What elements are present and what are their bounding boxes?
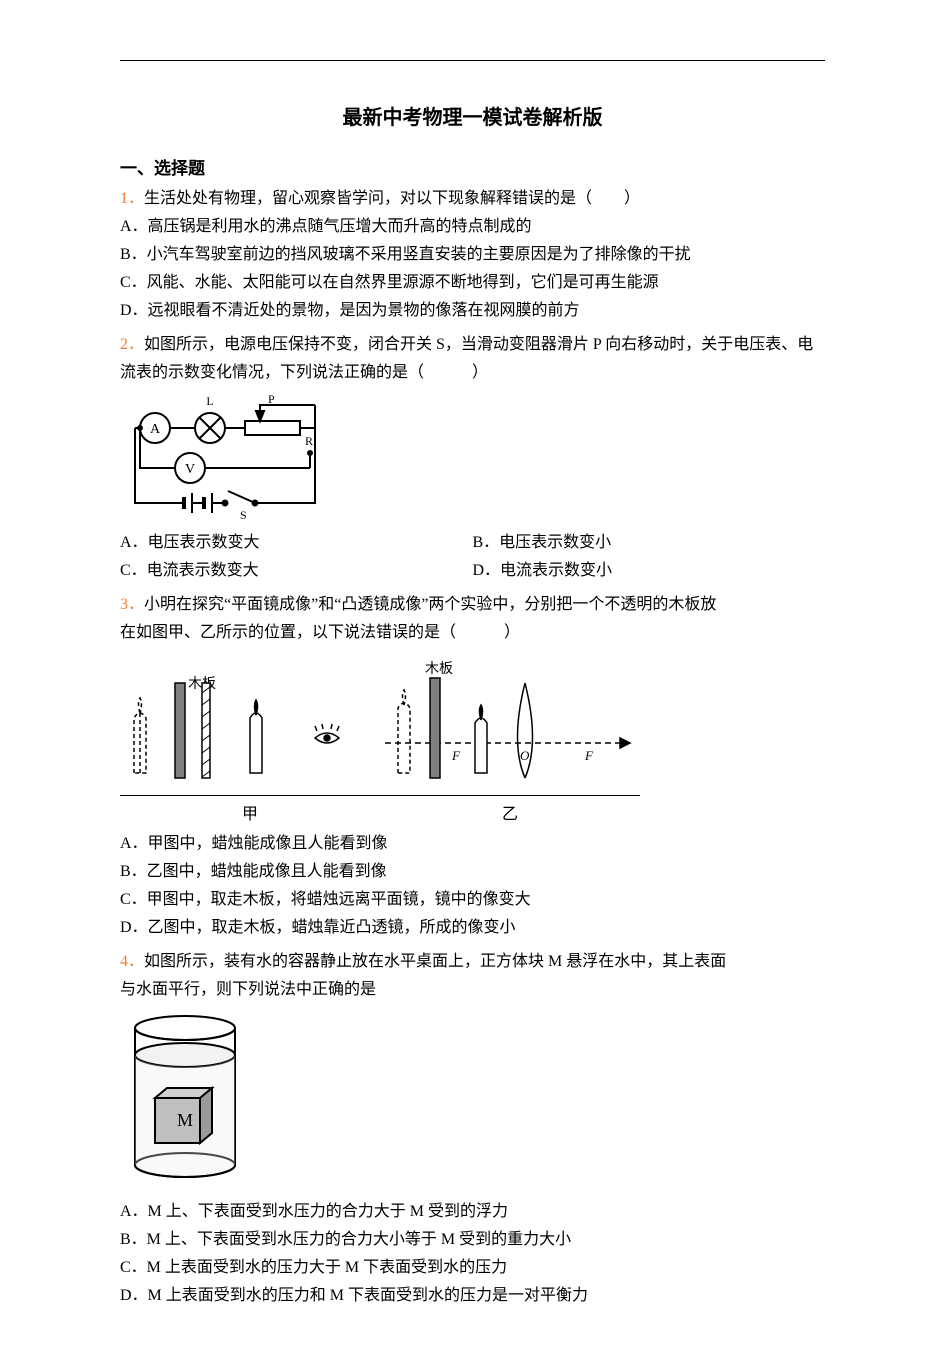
q2-opt-b: B．电压表示数变小 <box>473 529 826 557</box>
svg-text:M: M <box>177 1110 193 1130</box>
q2-stem: 2．如图所示，电源电压保持不变，闭合开关 S，当滑动变阻器滑片 P 向右移动时，… <box>120 331 825 387</box>
svg-text:F: F <box>451 748 461 763</box>
q4-beaker-figure: M <box>120 1010 825 1190</box>
q4-opt-c: C．M 上表面受到水的压力大于 M 下表面受到水的压力 <box>120 1254 825 1282</box>
page: 最新中考物理一模试卷解析版 一、选择题 1．生活处处有物理，留心观察皆学问，对以… <box>0 0 945 1356</box>
svg-text:F: F <box>584 748 594 763</box>
q1-opt-c: C．风能、水能、太阳能可以在自然界里源源不断地得到，它们是可再生能源 <box>120 269 825 297</box>
q3-caption-right: 乙 <box>380 800 640 824</box>
optics-diagram-icon: 木板 <box>120 653 640 793</box>
q3-optics-figure: 木板 <box>120 653 825 824</box>
beaker-icon: M <box>120 1010 250 1185</box>
question-4: 4．如图所示，装有水的容器静止放在水平桌面上，正方体块 M 悬浮在水中，其上表面… <box>120 948 825 1310</box>
q4-opt-a: A．M 上、下表面受到水压力的合力大于 M 受到的浮力 <box>120 1198 825 1226</box>
q3-opt-d: D．乙图中，取走木板，蜡烛靠近凸透镜，所成的像变小 <box>120 914 825 942</box>
q1-stem-text: 生活处处有物理，留心观察皆学问，对以下现象解释错误的是（ ） <box>144 190 640 207</box>
q2-stem-text: 如图所示，电源电压保持不变，闭合开关 S，当滑动变阻器滑片 P 向右移动时，关于… <box>120 336 813 381</box>
q3-stem-line1: 3．小明在探究“平面镜成像”和“凸透镜成像”两个实验中，分别把一个不透明的木板放 <box>120 591 825 619</box>
q4-stem-line2: 与水面平行，则下列说法中正确的是 <box>120 976 825 1004</box>
q3-number: 3． <box>120 596 144 613</box>
q4-stem-line1: 4．如图所示，装有水的容器静止放在水平桌面上，正方体块 M 悬浮在水中，其上表面 <box>120 948 825 976</box>
q4-opt-b: B．M 上、下表面受到水压力的合力大小等于 M 受到的重力大小 <box>120 1226 825 1254</box>
q3-caption-left: 甲 <box>120 800 380 824</box>
svg-text:S: S <box>240 508 247 522</box>
q2-opt-a: A．电压表示数变大 <box>120 529 473 557</box>
q1-opt-a: A．高压锅是利用水的沸点随气压增大而升高的特点制成的 <box>120 213 825 241</box>
q1-opt-d: D．远视眼看不清近处的景物，是因为景物的像落在视网膜的前方 <box>120 297 825 325</box>
question-1: 1．生活处处有物理，留心观察皆学问，对以下现象解释错误的是（ ） A．高压锅是利… <box>120 185 825 325</box>
q4-number: 4． <box>120 953 144 970</box>
q2-number: 2． <box>120 336 144 353</box>
section-header: 一、选择题 <box>120 154 825 179</box>
q3-stem1-text: 小明在探究“平面镜成像”和“凸透镜成像”两个实验中，分别把一个不透明的木板放 <box>144 596 716 613</box>
svg-text:O: O <box>520 748 530 763</box>
q2-opts-row1: A．电压表示数变大 B．电压表示数变小 <box>120 529 825 557</box>
page-title: 最新中考物理一模试卷解析版 <box>120 101 825 130</box>
svg-text:P: P <box>268 393 275 406</box>
q3-opt-b: B．乙图中，蜡烛能成像且人能看到像 <box>120 858 825 886</box>
svg-text:A: A <box>150 422 161 437</box>
top-divider <box>120 60 825 61</box>
q1-opt-b: B．小汽车驾驶室前边的挡风玻璃不采用竖直安装的主要原因是为了排除像的干扰 <box>120 241 825 269</box>
question-2: 2．如图所示，电源电压保持不变，闭合开关 S，当滑动变阻器滑片 P 向右移动时，… <box>120 331 825 585</box>
q2-opts-row2: C．电流表示数变大 D．电流表示数变小 <box>120 557 825 585</box>
q3-stem-line2: 在如图甲、乙所示的位置，以下说法错误的是（ ） <box>120 619 825 647</box>
q3-figure-captions: 甲 乙 <box>120 800 640 824</box>
question-3: 3．小明在探究“平面镜成像”和“凸透镜成像”两个实验中，分别把一个不透明的木板放… <box>120 591 825 942</box>
q3-figure-baseline <box>120 795 640 796</box>
q2-circuit-figure: A L P R <box>120 393 825 523</box>
svg-text:L: L <box>206 394 213 408</box>
svg-text:V: V <box>185 462 195 477</box>
q3-opt-c: C．甲图中，取走木板，将蜡烛远离平面镜，镜中的像变大 <box>120 886 825 914</box>
q2-opt-d: D．电流表示数变小 <box>473 557 826 585</box>
q3-opt-a: A．甲图中，蜡烛能成像且人能看到像 <box>120 830 825 858</box>
q4-stem1-text: 如图所示，装有水的容器静止放在水平桌面上，正方体块 M 悬浮在水中，其上表面 <box>144 953 726 970</box>
q4-opt-d: D．M 上表面受到水的压力和 M 下表面受到水的压力是一对平衡力 <box>120 1282 825 1310</box>
q1-stem: 1．生活处处有物理，留心观察皆学问，对以下现象解释错误的是（ ） <box>120 185 825 213</box>
q2-opt-c: C．电流表示数变大 <box>120 557 473 585</box>
svg-text:R: R <box>305 434 313 448</box>
q1-number: 1． <box>120 190 144 207</box>
svg-text:木板: 木板 <box>425 661 453 677</box>
circuit-diagram-icon: A L P R <box>120 393 330 523</box>
